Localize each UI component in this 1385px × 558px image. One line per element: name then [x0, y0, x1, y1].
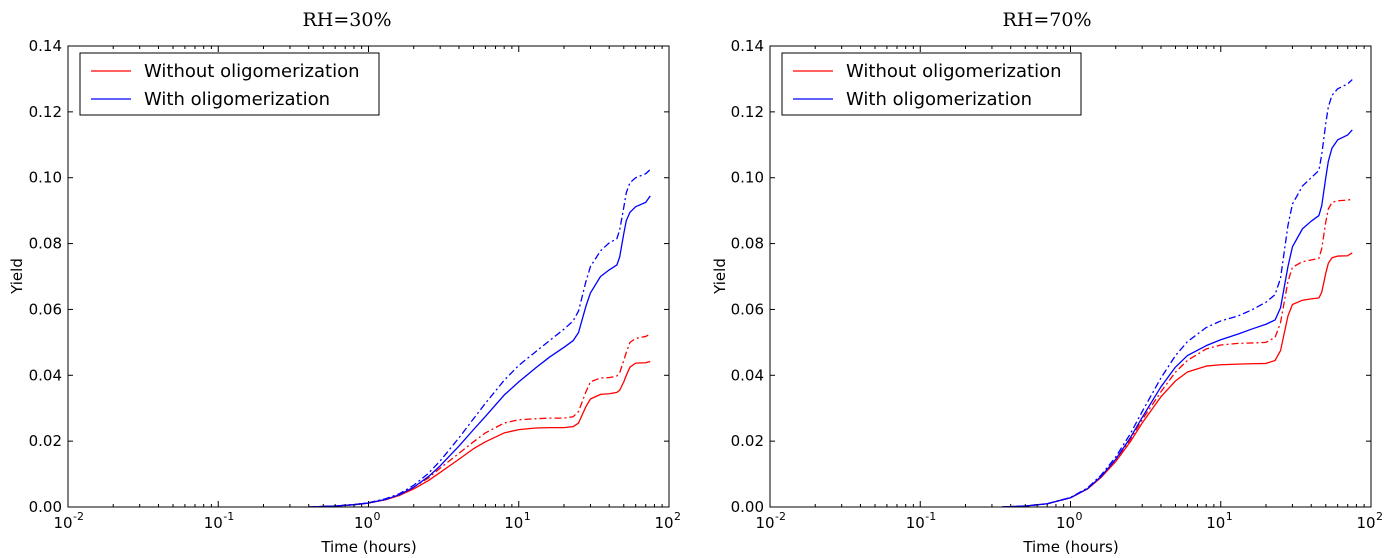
series-line-2	[308, 195, 651, 507]
x-tick-label: 10	[504, 514, 523, 532]
y-tick-label: 0.12	[731, 103, 764, 121]
y-tick-label: 0.02	[29, 432, 62, 450]
x-tick-label: 10	[204, 514, 223, 532]
x-tick-label: 10	[354, 514, 373, 532]
legend: Without oligomerization With oligomerizat…	[781, 52, 1082, 116]
y-tick-label: 0.08	[731, 235, 764, 253]
x-tick-label: 10	[53, 514, 72, 532]
series-line-1	[308, 333, 651, 507]
y-tick-label: 0.14	[29, 37, 62, 55]
y-tick-label: 0.08	[29, 235, 62, 253]
x-tick-exponent: 0	[1076, 510, 1083, 523]
legend: Without oligomerization With oligomerizat…	[79, 52, 380, 116]
legend-label: With oligomerization	[144, 89, 330, 110]
series-group	[1001, 79, 1353, 507]
x-tick-exponent: 2	[1376, 510, 1383, 523]
x-axis-label: Time (hours)	[1022, 538, 1118, 556]
x-tick-label: 10	[1356, 514, 1375, 532]
series-line-3	[1001, 79, 1353, 507]
x-tick-exponent: -2	[73, 510, 84, 523]
series-line-0	[308, 360, 651, 507]
y-tick-label: 0.10	[731, 169, 764, 187]
y-tick-label: 0.06	[731, 300, 764, 318]
y-tick-label: 0.14	[731, 37, 764, 55]
x-tick-exponent: 1	[1226, 510, 1233, 523]
y-tick-label: 0.02	[731, 432, 764, 450]
y-axis-label: Yield	[8, 258, 26, 295]
legend-box	[79, 52, 380, 116]
y-tick-label: 0.00	[29, 498, 62, 516]
y-tick-label: 0.06	[29, 300, 62, 318]
x-tick-label: 10	[755, 514, 774, 532]
x-tick-exponent: -1	[223, 510, 234, 523]
x-tick-exponent: 1	[524, 510, 531, 523]
x-tick-exponent: 0	[374, 510, 381, 523]
chart-title: RH=30%	[302, 9, 391, 31]
chart-title: RH=70%	[1002, 9, 1091, 31]
x-tick-label: 10	[906, 514, 925, 532]
series-line-0	[1001, 252, 1353, 507]
x-axis-label: Time (hours)	[320, 538, 416, 556]
legend-label: With oligomerization	[846, 89, 1032, 110]
series-line-3	[308, 169, 651, 507]
y-tick-label: 0.12	[29, 103, 62, 121]
x-tick-exponent: 2	[674, 510, 681, 523]
series-line-2	[1001, 129, 1353, 507]
legend-label: Without oligomerization	[846, 61, 1062, 82]
x-tick-label: 10	[654, 514, 673, 532]
y-tick-label: 0.00	[731, 498, 764, 516]
legend-label: Without oligomerization	[144, 61, 360, 82]
x-tick-exponent: -2	[775, 510, 786, 523]
chart-panel-rh70: RH=70% Time (hours) Yield 0.00 0.02 0.04 0.…	[711, 9, 1383, 556]
y-axis-label: Yield	[711, 258, 729, 295]
x-tick-label: 10	[1206, 514, 1225, 532]
chart-panel-rh30: RH=30% Time (hours) Yield 0.00 0.02 0.04 0.…	[8, 9, 681, 556]
y-tick-label: 0.04	[731, 366, 764, 384]
y-tick-label: 0.04	[29, 366, 62, 384]
legend-box	[781, 52, 1082, 116]
x-tick-label: 10	[1056, 514, 1075, 532]
y-tick-label: 0.10	[29, 169, 62, 187]
x-tick-exponent: -1	[925, 510, 936, 523]
series-group	[308, 169, 651, 507]
